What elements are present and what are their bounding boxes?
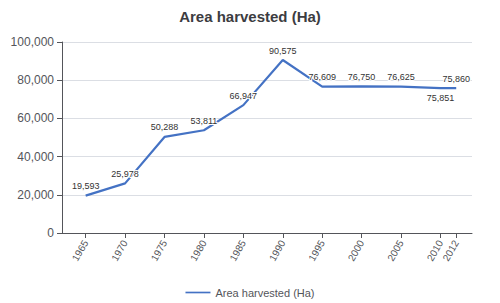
- svg-text:Area harvested (Ha): Area harvested (Ha): [215, 287, 314, 299]
- svg-text:Area harvested (Ha): Area harvested (Ha): [179, 8, 321, 25]
- svg-text:76,625: 76,625: [387, 72, 415, 82]
- svg-text:1995: 1995: [306, 238, 327, 263]
- svg-text:100,000: 100,000: [11, 35, 55, 49]
- svg-text:2012: 2012: [440, 238, 461, 263]
- svg-text:40,000: 40,000: [17, 150, 54, 164]
- svg-text:20,000: 20,000: [17, 188, 54, 202]
- svg-text:90,575: 90,575: [269, 46, 297, 56]
- svg-text:1970: 1970: [109, 238, 130, 263]
- svg-text:1975: 1975: [149, 238, 170, 263]
- svg-text:1980: 1980: [188, 238, 209, 263]
- svg-text:80,000: 80,000: [17, 73, 54, 87]
- svg-text:2005: 2005: [385, 238, 406, 263]
- svg-text:1965: 1965: [70, 238, 91, 263]
- svg-text:53,811: 53,811: [190, 116, 217, 126]
- svg-text:76,609: 76,609: [308, 72, 336, 82]
- svg-text:2010: 2010: [424, 238, 446, 263]
- svg-text:50,288: 50,288: [151, 122, 179, 132]
- svg-text:60,000: 60,000: [17, 111, 54, 125]
- svg-text:76,750: 76,750: [348, 72, 376, 82]
- svg-text:1990: 1990: [267, 238, 288, 263]
- svg-text:66,947: 66,947: [230, 91, 258, 101]
- svg-text:75,851: 75,851: [427, 93, 455, 103]
- svg-text:19,593: 19,593: [72, 181, 100, 191]
- svg-text:1985: 1985: [227, 238, 248, 263]
- svg-text:2000: 2000: [346, 238, 367, 263]
- svg-text:0: 0: [47, 226, 54, 240]
- svg-text:75,860: 75,860: [442, 74, 470, 84]
- svg-text:25,978: 25,978: [111, 169, 139, 179]
